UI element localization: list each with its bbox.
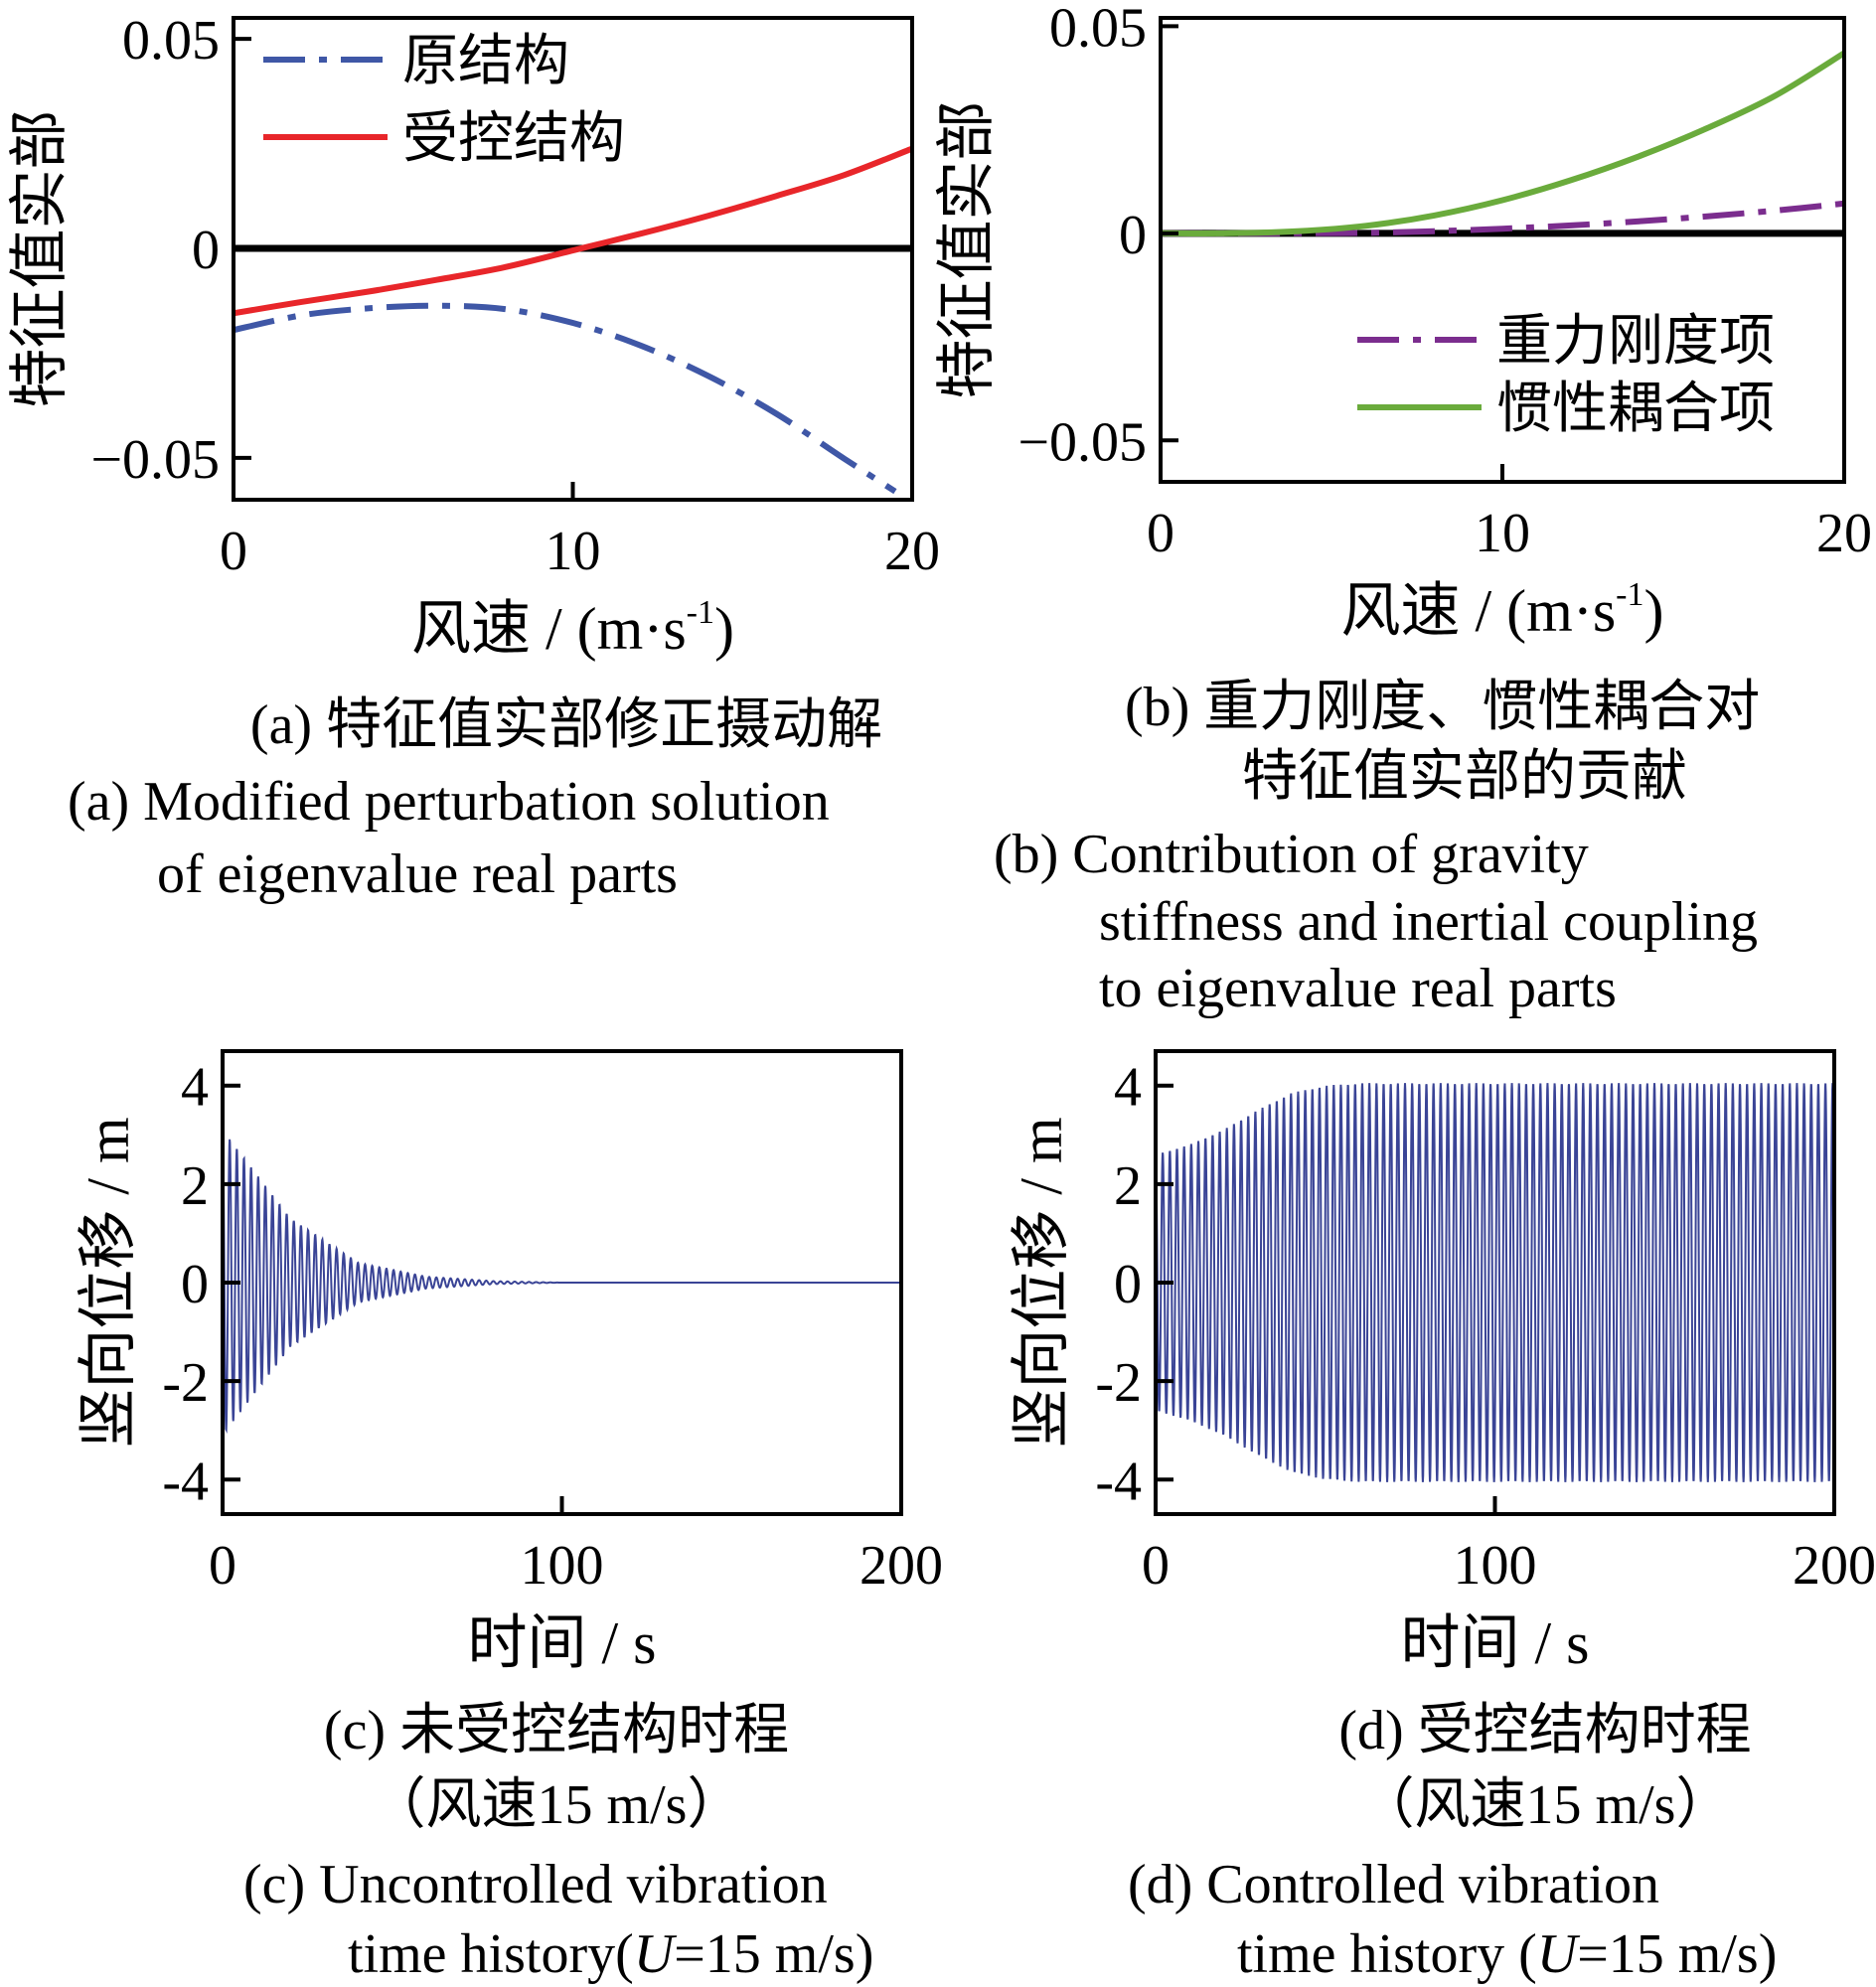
x-tick-label: 100 — [521, 1535, 604, 1597]
caption-cn-c-2: （风速15 m/s） — [371, 1774, 743, 1836]
y-tick-label: 4 — [1114, 1057, 1142, 1119]
captions: (a) 特征值实部修正摄动解 (a) Modified perturbation … — [68, 677, 1777, 1985]
caption-en-d-2: time history (U=15 m/s) — [1237, 1923, 1777, 1985]
series-line-c-0 — [223, 1130, 901, 1434]
caption-en-a-2: of eigenvalue real parts — [157, 843, 678, 905]
y-tick-label: −0.05 — [1017, 411, 1147, 473]
legend-label: 重力刚度项 — [1496, 311, 1775, 373]
caption-en-b-3: to eigenvalue real parts — [1099, 958, 1617, 1019]
plot-area-d — [1156, 1083, 1834, 1482]
x-tick-label: 20 — [884, 521, 940, 582]
series-line-a-0 — [234, 302, 897, 495]
caption-cn-c-1: (c) 未受控结构时程 — [324, 1700, 789, 1761]
y-tick-label: 0 — [1114, 1254, 1142, 1315]
caption-en-c-1: (c) Uncontrolled vibration — [243, 1854, 828, 1915]
series-line-b-0 — [1161, 200, 1844, 236]
y-tick-label: -2 — [1095, 1352, 1142, 1414]
x-tick-label: 0 — [209, 1535, 236, 1597]
caption-cn-a: (a) 特征值实部修正摄动解 — [250, 694, 882, 756]
caption-en-b-1: (b) Contribution of gravity — [994, 824, 1589, 885]
y-axis-label: 竖向位移 / m — [76, 1117, 141, 1448]
plot-area-c — [223, 1130, 901, 1434]
legend-label: 惯性耦合项 — [1496, 379, 1775, 440]
y-tick-label: 0 — [1119, 205, 1147, 266]
x-axis-label: 时间 / s — [467, 1610, 656, 1676]
x-tick-label: 0 — [1142, 1535, 1170, 1597]
caption-cn-d-1: (d) 受控结构时程 — [1338, 1700, 1751, 1761]
caption-cn-d-2: （风速15 m/s） — [1359, 1774, 1732, 1836]
chart-panel-d: 0 100 200 4 2 0 -2 -4 时间 / s 竖向位移 / m — [1009, 1049, 1876, 1676]
x-tick-label: 200 — [860, 1535, 943, 1597]
x-tick-label: 20 — [1816, 503, 1872, 564]
x-tick-label: 0 — [1147, 503, 1174, 564]
caption-en-b-2: stiffness and inertial coupling — [1099, 891, 1758, 953]
x-axis-label: 时间 / s — [1400, 1610, 1589, 1676]
plot-frame — [232, 16, 914, 502]
y-tick-label: 4 — [181, 1057, 209, 1119]
legend-label: 原结构 — [402, 31, 569, 92]
y-tick-label: 0.05 — [122, 10, 220, 72]
series-line-b-1 — [1161, 50, 1844, 236]
y-tick-label: 0 — [192, 220, 220, 281]
x-axis-label: 风速 / (m·s-1) — [411, 594, 734, 662]
plot-area-a — [234, 145, 912, 495]
y-tick-label: 0.05 — [1049, 0, 1147, 59]
y-tick-label: 0 — [181, 1254, 209, 1315]
chart-panel-c: 0 100 200 4 2 0 -2 -4 时间 / s 竖向位移 / m — [76, 1049, 943, 1676]
x-tick-label: 10 — [546, 521, 601, 582]
y-tick-label: -2 — [162, 1352, 209, 1414]
x-tick-label: 200 — [1793, 1535, 1876, 1597]
caption-cn-b-2: 特征值实部的贡献 — [1242, 746, 1687, 808]
x-tick-label: 10 — [1475, 503, 1530, 564]
y-tick-label: -4 — [162, 1451, 209, 1512]
x-axis-label: 风速 / (m·s-1) — [1341, 576, 1664, 644]
series-line-d-0 — [1156, 1083, 1834, 1482]
y-axis-label: 特征值实部 — [934, 101, 1000, 399]
y-axis-label: 竖向位移 / m — [1009, 1117, 1074, 1448]
caption-en-a-1: (a) Modified perturbation solution — [68, 771, 830, 833]
series-line-a-1 — [234, 145, 912, 317]
plot-area-b — [1161, 50, 1844, 237]
y-tick-label: 2 — [1114, 1155, 1142, 1217]
caption-en-d-1: (d) Controlled vibration — [1128, 1854, 1659, 1915]
x-tick-label: 0 — [220, 521, 247, 582]
y-axis-label: 特征值实部 — [7, 110, 73, 408]
caption-en-c-2: time history(U=15 m/s) — [348, 1923, 873, 1985]
y-tick-label: 2 — [181, 1155, 209, 1217]
x-tick-label: 100 — [1454, 1535, 1537, 1597]
y-tick-label: −0.05 — [90, 429, 220, 491]
legend-label: 受控结构 — [402, 108, 625, 170]
y-tick-label: -4 — [1095, 1451, 1142, 1512]
caption-cn-b-1: (b) 重力刚度、惯性耦合对 — [1125, 677, 1760, 738]
